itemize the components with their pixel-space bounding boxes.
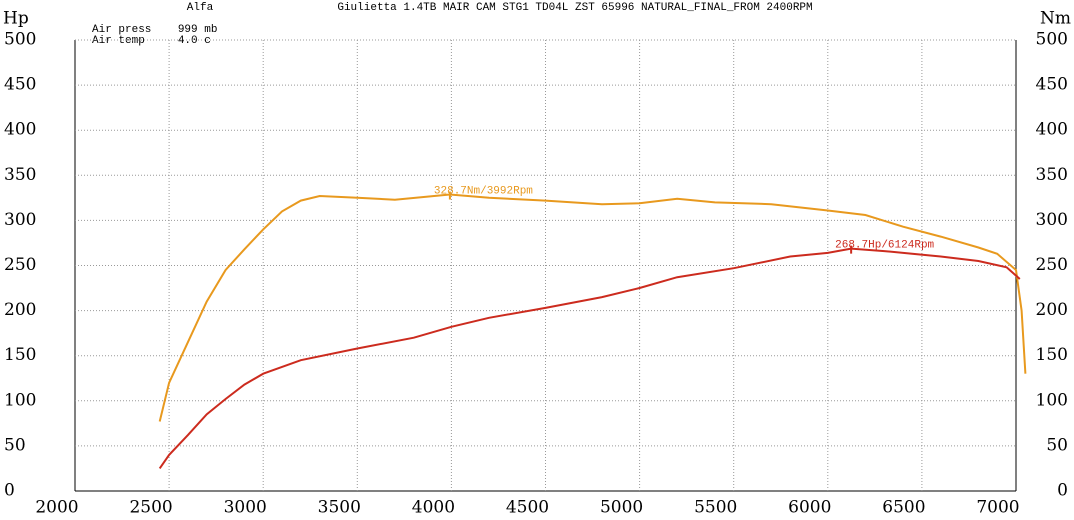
y2-axis-label: Nm <box>1040 9 1071 29</box>
x-tick-label: 2500 <box>129 498 172 518</box>
y2-tick-label: 450 <box>1036 75 1068 95</box>
x-tick-label: 3000 <box>224 498 267 518</box>
annotation: 328.7Nm/3992Rpm <box>434 185 533 197</box>
y-tick-label: 200 <box>4 300 36 320</box>
make: Alfa <box>187 2 214 14</box>
y-tick-label: 50 <box>4 435 26 455</box>
chart-title: Giulietta 1.4TB MAIR CAM STG1 TD04L ZST … <box>337 2 812 14</box>
y-tick-label: 100 <box>4 390 36 410</box>
y-tick-label: 150 <box>4 345 36 365</box>
condition: Air press 999 mb <box>92 24 217 36</box>
condition: Air temp 4.0 c <box>92 35 211 47</box>
y2-tick-label: 200 <box>1036 300 1068 320</box>
y2-tick-label: 350 <box>1036 165 1068 185</box>
series-line <box>158 247 1021 469</box>
y-axis-label: Hp <box>3 9 29 29</box>
series-line <box>158 193 1027 422</box>
y-tick-label: 300 <box>4 210 36 230</box>
x-tick-label: 7000 <box>976 498 1019 518</box>
y-tick-label: 500 <box>4 30 36 50</box>
x-tick-label: 4500 <box>506 498 549 518</box>
y-tick-label: 350 <box>4 165 36 185</box>
y2-tick-label: 0 <box>1057 481 1068 501</box>
y2-tick-label: 400 <box>1036 120 1068 140</box>
y2-tick-label: 100 <box>1036 390 1068 410</box>
x-tick-label: 6500 <box>882 498 925 518</box>
y2-tick-label: 500 <box>1036 30 1068 50</box>
x-tick-label: 5000 <box>600 498 643 518</box>
annotation: 268.7Hp/6124Rpm <box>835 240 934 252</box>
y-tick-label: 450 <box>4 75 36 95</box>
x-tick-label: 2000 <box>35 498 78 518</box>
y2-tick-label: 50 <box>1046 435 1068 455</box>
x-tick-label: 4000 <box>412 498 455 518</box>
x-tick-label: 3500 <box>318 498 361 518</box>
y-tick-label: 250 <box>4 255 36 275</box>
x-tick-label: 6000 <box>788 498 831 518</box>
y2-tick-label: 250 <box>1036 255 1068 275</box>
y2-tick-label: 150 <box>1036 345 1068 365</box>
y2-tick-label: 300 <box>1036 210 1068 230</box>
y-tick-label: 0 <box>4 481 15 501</box>
y-tick-label: 400 <box>4 120 36 140</box>
x-tick-label: 5500 <box>694 498 737 518</box>
